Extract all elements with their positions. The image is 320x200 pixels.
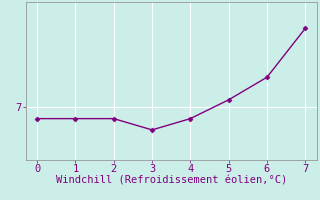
X-axis label: Windchill (Refroidissement éolien,°C): Windchill (Refroidissement éolien,°C) xyxy=(56,176,287,186)
